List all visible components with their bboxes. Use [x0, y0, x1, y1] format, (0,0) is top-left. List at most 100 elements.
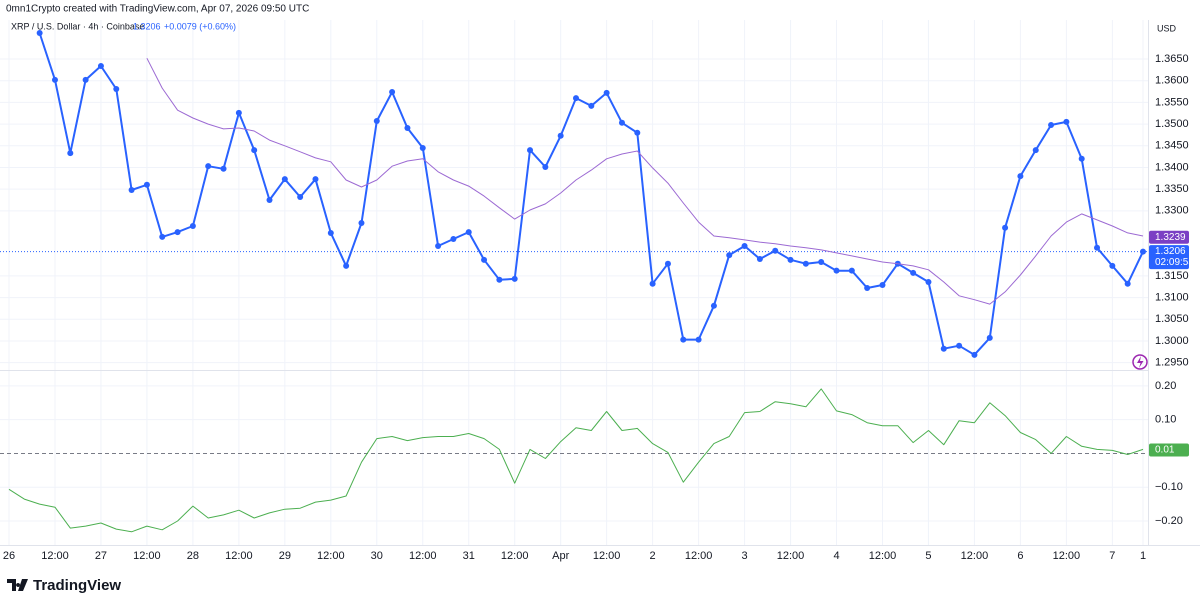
data-point	[496, 276, 503, 283]
y-tick-label: 1.3650	[1155, 53, 1189, 65]
data-point	[435, 242, 442, 249]
x-tick-label: 28	[187, 550, 199, 562]
data-point	[220, 165, 227, 172]
data-point	[327, 229, 334, 236]
x-tick-label: 1	[1140, 550, 1146, 562]
data-point	[389, 88, 396, 95]
x-tick-label: 12:00	[317, 550, 345, 562]
x-tick-label: 12:00	[409, 550, 437, 562]
data-point	[1032, 147, 1039, 154]
x-tick-label: 12:00	[685, 550, 713, 562]
y-tick-label: 1.3350	[1155, 183, 1189, 195]
data-point	[297, 193, 304, 200]
data-point	[128, 187, 135, 194]
y-tick-label: 1.3300	[1155, 205, 1189, 217]
data-point	[450, 236, 457, 243]
y-tick-label: 1.3400	[1155, 161, 1189, 173]
y-tick-label: 1.3000	[1155, 335, 1189, 347]
data-point	[281, 176, 288, 183]
x-tick-label: 12:00	[41, 550, 69, 562]
y-tick-label: 1.2950	[1155, 357, 1189, 369]
data-point	[864, 285, 871, 292]
data-point	[1078, 155, 1085, 162]
x-tick-label: 12:00	[1053, 550, 1081, 562]
y-tick-label: 1.3150	[1155, 270, 1189, 282]
data-point	[726, 252, 733, 259]
data-point	[772, 247, 779, 254]
data-point	[695, 336, 702, 343]
price-label-box	[1149, 245, 1189, 270]
y-tick-label: 0.10	[1155, 414, 1176, 426]
x-tick-label: 12:00	[501, 550, 529, 562]
data-point	[833, 267, 840, 274]
data-point	[557, 132, 564, 139]
data-point	[404, 124, 411, 131]
logo-text: TradingView	[33, 577, 121, 594]
data-point	[82, 76, 89, 83]
x-tick-label: 26	[3, 550, 15, 562]
data-point	[848, 267, 855, 274]
data-point	[910, 269, 917, 276]
x-tick-label: 7	[1109, 550, 1115, 562]
data-point	[1017, 173, 1024, 180]
data-point	[588, 102, 595, 109]
y-tick-label: −0.20	[1155, 515, 1183, 527]
data-point	[618, 119, 625, 126]
data-point	[986, 334, 993, 341]
data-point	[51, 76, 58, 83]
data-point	[358, 219, 365, 226]
data-point	[251, 147, 258, 154]
data-point	[527, 147, 534, 154]
x-tick-label: 12:00	[777, 550, 805, 562]
data-point	[802, 260, 809, 267]
alert-icon[interactable]	[1132, 354, 1148, 370]
data-point	[680, 336, 687, 343]
price-change: +0.0079 (+0.60%)	[164, 21, 236, 31]
series-line	[8, 388, 1144, 533]
data-point	[925, 278, 932, 285]
data-point	[205, 163, 212, 170]
data-point	[419, 144, 426, 151]
data-point	[956, 342, 963, 349]
x-tick-label: 12:00	[593, 550, 621, 562]
data-point	[971, 351, 978, 358]
data-point	[649, 280, 656, 287]
price-label-box	[1149, 230, 1189, 244]
data-point	[741, 242, 748, 249]
data-point	[189, 223, 196, 230]
data-point	[481, 256, 488, 263]
x-tick-label: 12:00	[133, 550, 161, 562]
data-point	[1140, 248, 1146, 255]
x-tick-label: 30	[371, 550, 383, 562]
symbol: XRP / U.S. Dollar · 4h · Coinbase	[11, 21, 144, 31]
x-tick-label: 12:00	[961, 550, 989, 562]
data-point	[343, 262, 350, 269]
data-point	[664, 260, 671, 267]
price-label: 1.3239	[1155, 232, 1186, 243]
data-point	[174, 229, 181, 236]
data-point	[465, 229, 472, 236]
data-point	[1063, 118, 1070, 125]
data-point	[36, 30, 43, 37]
y-tick-label: 1.3100	[1155, 291, 1189, 303]
x-tick-label: 31	[463, 550, 475, 562]
data-point	[1002, 224, 1009, 231]
data-point	[143, 181, 150, 188]
data-point	[603, 89, 610, 96]
x-tick-label: 12:00	[225, 550, 253, 562]
countdown: 02:09:55	[1155, 257, 1194, 268]
currency: USD	[1157, 23, 1177, 33]
x-tick-label: 5	[925, 550, 931, 562]
pane-plot	[0, 30, 1148, 358]
data-point	[634, 129, 641, 136]
y-tick-label: 1.3600	[1155, 75, 1189, 87]
logo[interactable]: TradingView	[7, 577, 121, 594]
data-point	[235, 109, 242, 116]
data-point	[710, 302, 717, 309]
y-tick-label: −0.10	[1155, 481, 1183, 493]
x-tick-label: 2	[650, 550, 656, 562]
data-point	[113, 85, 120, 92]
data-point	[756, 255, 763, 262]
